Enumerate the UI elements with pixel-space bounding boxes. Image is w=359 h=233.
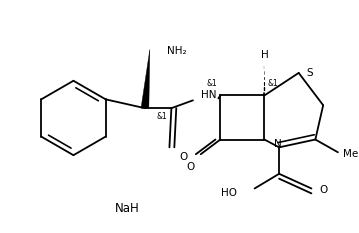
Text: NaH: NaH [115, 202, 140, 215]
Text: HN: HN [201, 90, 216, 100]
Text: NH₂: NH₂ [167, 46, 187, 56]
Text: H: H [261, 50, 268, 60]
Text: N: N [274, 139, 282, 149]
Text: &1: &1 [207, 79, 218, 88]
Text: Me: Me [343, 149, 358, 159]
Text: O: O [319, 185, 327, 195]
Text: O: O [187, 162, 195, 172]
Polygon shape [141, 49, 150, 108]
Text: &1: &1 [267, 79, 278, 88]
Text: HO: HO [221, 188, 237, 198]
Text: &1: &1 [157, 112, 167, 120]
Text: S: S [307, 68, 313, 78]
Text: O: O [179, 152, 187, 162]
